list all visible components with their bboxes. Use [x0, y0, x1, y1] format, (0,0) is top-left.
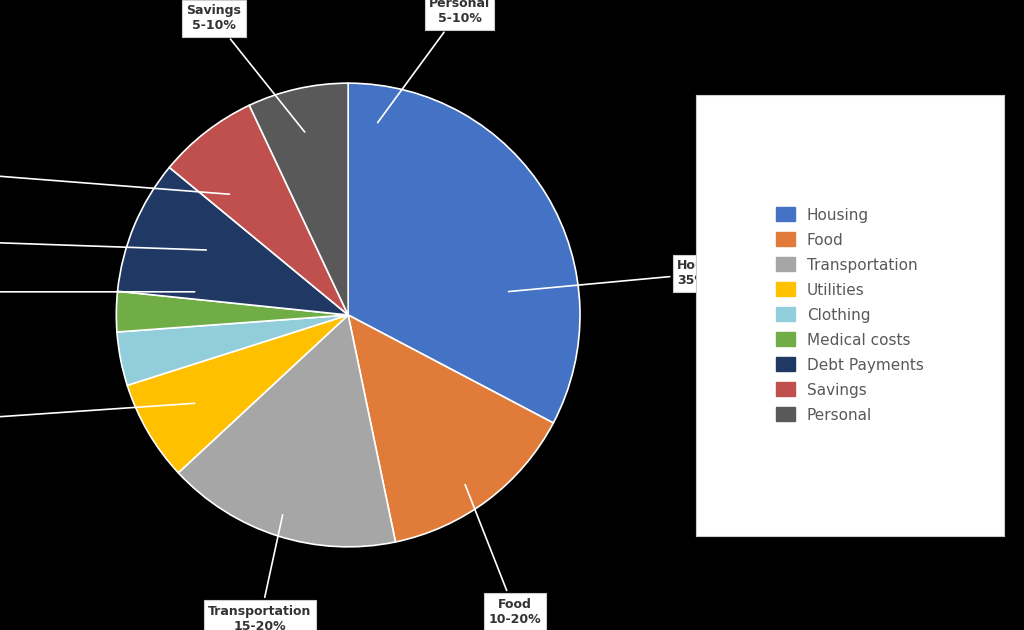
Text: Utilities
5-10%: Utilities 5-10% [0, 403, 195, 433]
Text: Housing
35%: Housing 35% [509, 260, 734, 292]
Text: Personal
5-10%: Personal 5-10% [378, 0, 490, 123]
Text: Transportation
15-20%: Transportation 15-20% [208, 515, 311, 630]
Wedge shape [127, 315, 348, 472]
Wedge shape [348, 315, 553, 542]
Text: Clothing
3-5%: Clothing 3-5% [0, 278, 195, 306]
Wedge shape [117, 291, 348, 332]
Wedge shape [117, 315, 348, 386]
Wedge shape [249, 83, 348, 315]
Wedge shape [178, 315, 395, 547]
Text: Food
10-20%: Food 10-20% [465, 484, 542, 626]
Text: Savings
5-10%: Savings 5-10% [186, 4, 305, 132]
Wedge shape [348, 83, 580, 423]
Text: Medical costs
3%: Medical costs 3% [0, 227, 206, 255]
Legend: Housing, Food, Transportation, Utilities, Clothing, Medical costs, Debt Payments: Housing, Food, Transportation, Utilities… [764, 195, 936, 435]
Wedge shape [169, 105, 348, 315]
Text: Debt Payments
5-15%: Debt Payments 5-15% [0, 158, 229, 194]
Wedge shape [118, 168, 348, 315]
